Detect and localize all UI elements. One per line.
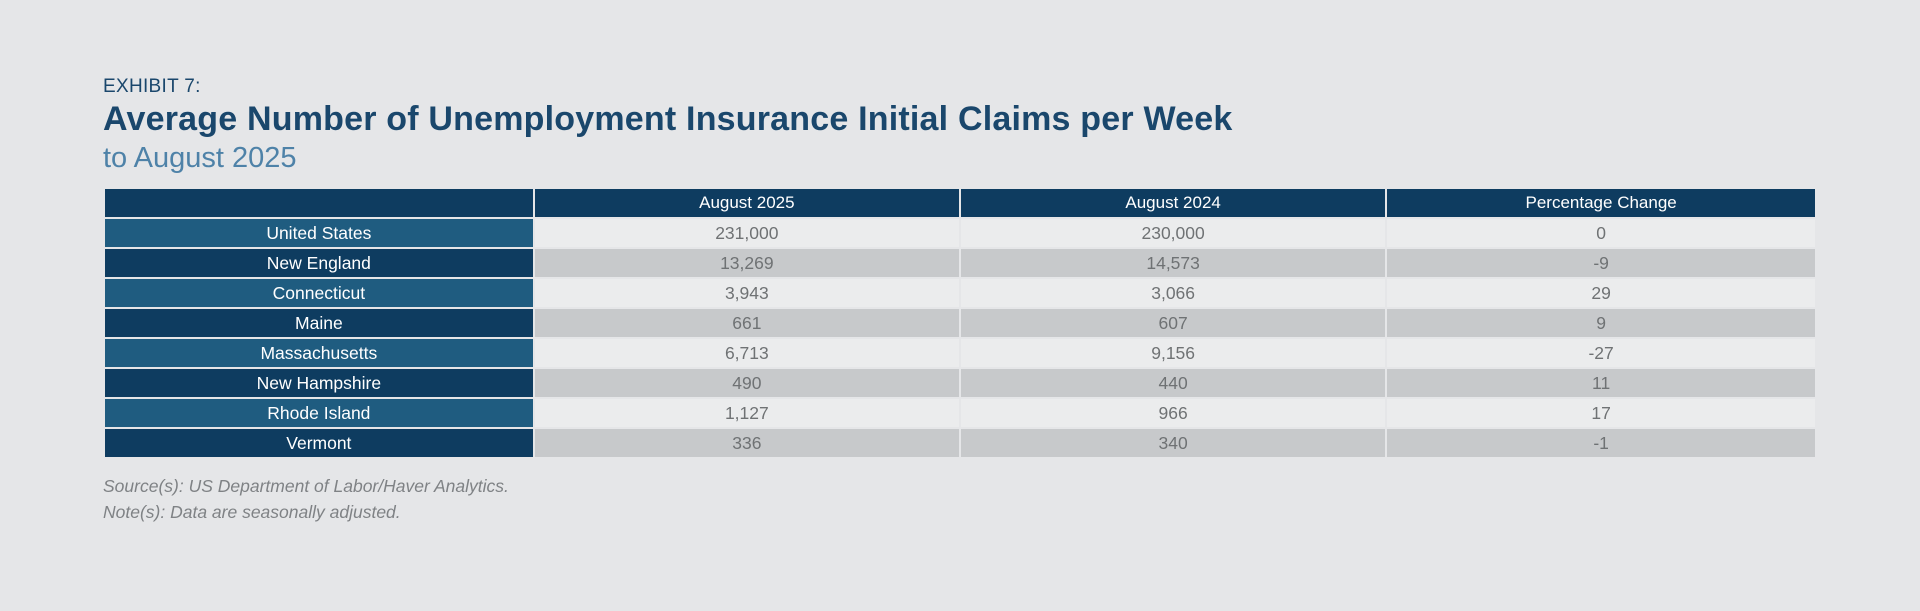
row-label: Vermont xyxy=(105,429,533,457)
row-label: Connecticut xyxy=(105,279,533,307)
page-subtitle: to August 2025 xyxy=(103,142,297,174)
value-pct-change: 0 xyxy=(1387,219,1815,247)
value-aug-2025: 13,269 xyxy=(534,249,959,277)
value-pct-change: -1 xyxy=(1387,429,1815,457)
value-aug-2025: 661 xyxy=(534,309,959,337)
exhibit-number-label: EXHIBIT 7: xyxy=(103,76,201,97)
table-row-new-england: New England 13,269 14,573 -9 xyxy=(105,249,1815,277)
value-aug-2025: 1,127 xyxy=(534,399,959,427)
value-aug-2024: 607 xyxy=(960,309,1386,337)
column-header-percentage-change: Percentage Change xyxy=(1387,189,1815,217)
column-header-region xyxy=(105,189,533,217)
value-aug-2025: 3,943 xyxy=(534,279,959,307)
column-header-august-2024: August 2024 xyxy=(960,189,1386,217)
value-aug-2025: 490 xyxy=(534,369,959,397)
column-header-august-2025: August 2025 xyxy=(534,189,959,217)
table-row-connecticut: Connecticut 3,943 3,066 29 xyxy=(105,279,1815,307)
row-label: Massachusetts xyxy=(105,339,533,367)
value-aug-2025: 6,713 xyxy=(534,339,959,367)
data-note: Note(s): Data are seasonally adjusted. xyxy=(103,502,401,522)
row-label: New England xyxy=(105,249,533,277)
row-label: Maine xyxy=(105,309,533,337)
value-pct-change: 9 xyxy=(1387,309,1815,337)
table-row-new-hampshire: New Hampshire 490 440 11 xyxy=(105,369,1815,397)
value-aug-2024: 3,066 xyxy=(960,279,1386,307)
value-pct-change: -27 xyxy=(1387,339,1815,367)
claims-data-table: August 2025 August 2024 Percentage Chang… xyxy=(103,187,1817,459)
value-aug-2024: 440 xyxy=(960,369,1386,397)
row-label: New Hampshire xyxy=(105,369,533,397)
table-header-row: August 2025 August 2024 Percentage Chang… xyxy=(105,189,1815,217)
value-pct-change: -9 xyxy=(1387,249,1815,277)
exhibit-content: EXHIBIT 7: Average Number of Unemploymen… xyxy=(103,76,1817,525)
value-pct-change: 17 xyxy=(1387,399,1815,427)
row-label: Rhode Island xyxy=(105,399,533,427)
value-aug-2024: 966 xyxy=(960,399,1386,427)
value-pct-change: 29 xyxy=(1387,279,1815,307)
value-aug-2024: 9,156 xyxy=(960,339,1386,367)
value-aug-2024: 230,000 xyxy=(960,219,1386,247)
value-pct-change: 11 xyxy=(1387,369,1815,397)
value-aug-2025: 336 xyxy=(534,429,959,457)
table-row-maine: Maine 661 607 9 xyxy=(105,309,1815,337)
table-row-vermont: Vermont 336 340 -1 xyxy=(105,429,1815,457)
value-aug-2024: 14,573 xyxy=(960,249,1386,277)
footnotes: Source(s): US Department of Labor/Haver … xyxy=(103,473,1817,525)
row-label: United States xyxy=(105,219,533,247)
table-row-united-states: United States 231,000 230,000 0 xyxy=(105,219,1815,247)
table-row-rhode-island: Rhode Island 1,127 966 17 xyxy=(105,399,1815,427)
source-note: Source(s): US Department of Labor/Haver … xyxy=(103,476,509,496)
value-aug-2025: 231,000 xyxy=(534,219,959,247)
page-title: Average Number of Unemployment Insurance… xyxy=(103,100,1233,138)
value-aug-2024: 340 xyxy=(960,429,1386,457)
table-row-massachusetts: Massachusetts 6,713 9,156 -27 xyxy=(105,339,1815,367)
